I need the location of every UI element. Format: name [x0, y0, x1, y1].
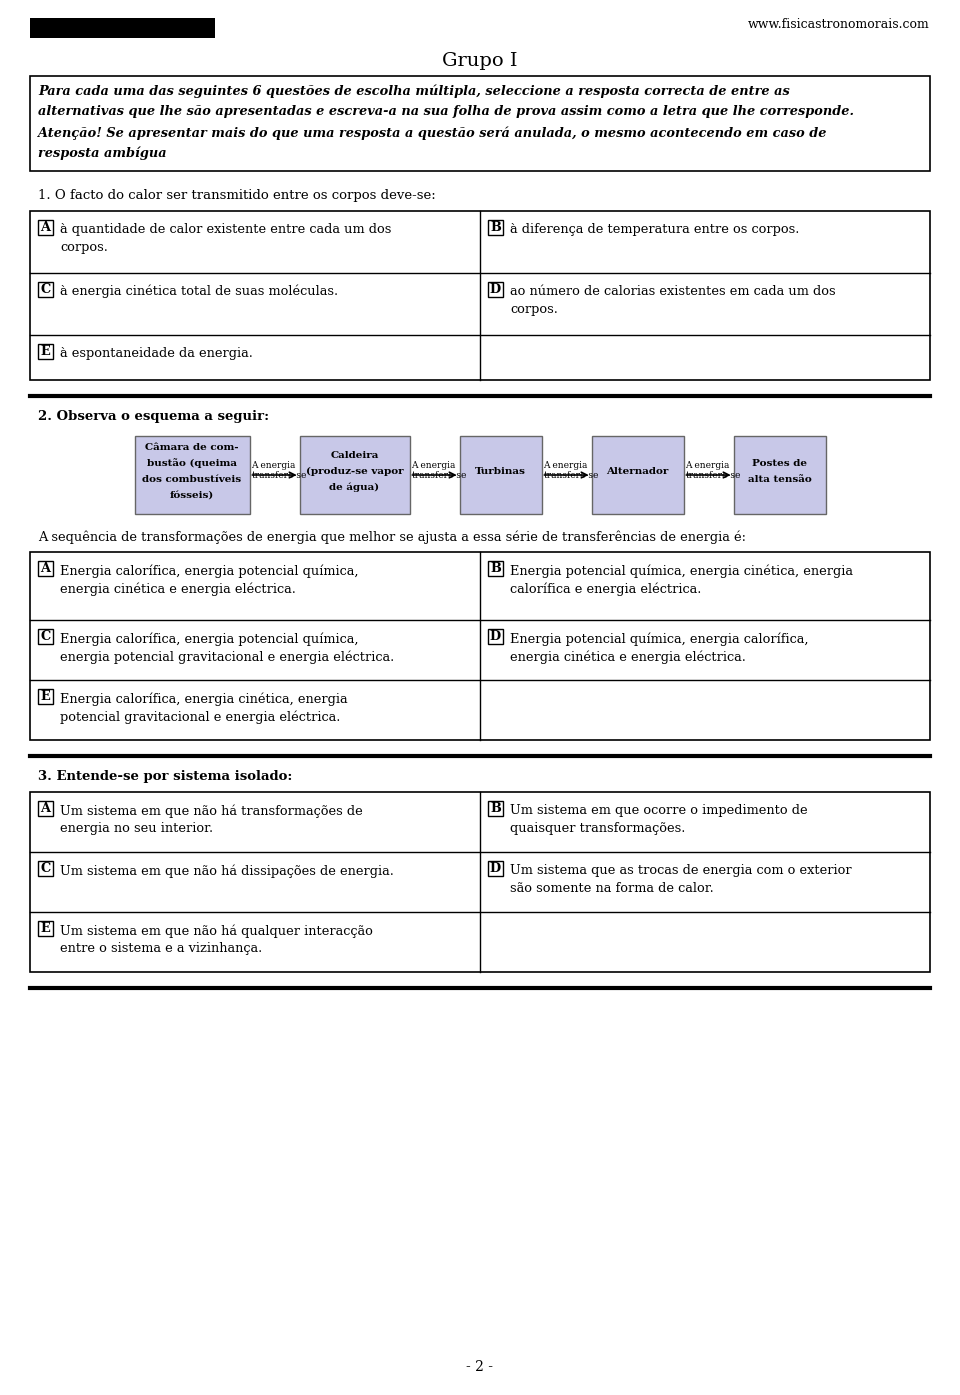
Text: Um sistema em que não há qualquer interacção: Um sistema em que não há qualquer intera… — [60, 923, 372, 937]
Text: E: E — [40, 691, 50, 703]
Text: Atenção! Se apresentar mais do que uma resposta a questão será anulada, o mesmo : Atenção! Se apresentar mais do que uma r… — [38, 126, 827, 140]
Text: D: D — [490, 283, 501, 296]
Text: www.fisicastronomorais.com: www.fisicastronomorais.com — [748, 18, 930, 31]
Text: B: B — [490, 562, 501, 575]
Text: alternativas que lhe são apresentadas e escreva-a na sua folha de prova assim co: alternativas que lhe são apresentadas e … — [38, 105, 854, 119]
Text: 1. O facto do calor ser transmitido entre os corpos deve-se:: 1. O facto do calor ser transmitido entr… — [38, 188, 436, 202]
Text: C: C — [40, 862, 51, 875]
Bar — [488, 561, 503, 576]
Text: 3. Entende-se por sistema isolado:: 3. Entende-se por sistema isolado: — [38, 770, 293, 783]
Text: Um sistema em que não há dissipações de energia.: Um sistema em que não há dissipações de … — [60, 864, 394, 877]
Text: Turbinas: Turbinas — [475, 466, 526, 476]
Text: resposta ambígua: resposta ambígua — [38, 146, 167, 160]
Bar — [38, 921, 53, 936]
Bar — [38, 629, 53, 644]
Text: transfere-se: transfere-se — [685, 472, 741, 480]
Text: Energia potencial química, energia cinética, energia: Energia potencial química, energia cinét… — [510, 564, 853, 578]
Text: Para cada uma das seguintes 6 questões de escolha múltipla, seleccione a respost: Para cada uma das seguintes 6 questões d… — [38, 84, 790, 98]
Text: Alternador: Alternador — [607, 466, 669, 476]
Text: transfere-se: transfere-se — [543, 472, 599, 480]
Bar — [38, 689, 53, 704]
Bar — [488, 220, 503, 234]
Text: Energia calorífica, energia potencial química,: Energia calorífica, energia potencial qu… — [60, 564, 358, 578]
Text: (produz-se vapor: (produz-se vapor — [305, 466, 403, 476]
Bar — [300, 437, 410, 513]
Bar — [134, 437, 250, 513]
Text: calorífica e energia eléctrica.: calorífica e energia eléctrica. — [510, 582, 702, 596]
Bar — [591, 437, 684, 513]
Text: - 2 -: - 2 - — [467, 1360, 493, 1374]
Text: quaisquer transformações.: quaisquer transformações. — [510, 822, 685, 836]
Text: E: E — [40, 922, 50, 935]
Bar — [488, 801, 503, 816]
Bar — [30, 18, 215, 38]
Text: Um sistema que as trocas de energia com o exterior: Um sistema que as trocas de energia com … — [510, 864, 852, 877]
Bar — [488, 629, 503, 644]
Text: potencial gravitacional e energia eléctrica.: potencial gravitacional e energia eléctr… — [60, 710, 341, 724]
Text: fósseis): fósseis) — [170, 491, 214, 499]
Text: C: C — [40, 283, 51, 296]
Text: Grupo I: Grupo I — [443, 52, 517, 70]
Text: Energia calorífica, energia potencial química,: Energia calorífica, energia potencial qu… — [60, 632, 358, 646]
Text: B: B — [490, 802, 501, 815]
Text: C: C — [40, 631, 51, 643]
Bar — [733, 437, 826, 513]
Text: A: A — [40, 220, 51, 234]
Text: D: D — [490, 862, 501, 875]
Text: transfere-se: transfere-se — [252, 472, 307, 480]
Text: ao número de calorias existentes em cada um dos: ao número de calorias existentes em cada… — [510, 285, 835, 299]
Bar — [38, 561, 53, 576]
Text: D: D — [490, 631, 501, 643]
Text: Caldeira: Caldeira — [330, 451, 378, 459]
Text: A: A — [40, 802, 51, 815]
Text: A sequência de transformações de energia que melhor se ajusta a essa série de tr: A sequência de transformações de energia… — [38, 530, 746, 544]
Text: A energia: A energia — [685, 460, 730, 470]
Text: energia no seu interior.: energia no seu interior. — [60, 822, 213, 836]
Bar — [30, 792, 930, 972]
Text: A energia: A energia — [252, 460, 296, 470]
Text: A energia: A energia — [412, 460, 456, 470]
Bar — [38, 220, 53, 234]
Text: energia cinética e energia eléctrica.: energia cinética e energia eléctrica. — [60, 582, 296, 596]
Bar — [488, 861, 503, 876]
Bar — [30, 552, 930, 739]
Bar — [30, 211, 930, 379]
Text: à espontaneidade da energia.: à espontaneidade da energia. — [60, 347, 252, 360]
Text: à diferença de temperatura entre os corpos.: à diferença de temperatura entre os corp… — [510, 223, 800, 236]
Text: energia cinética e energia eléctrica.: energia cinética e energia eléctrica. — [510, 650, 746, 664]
Text: Um sistema em que não há transformações de: Um sistema em que não há transformações … — [60, 804, 363, 817]
Text: A energia: A energia — [543, 460, 588, 470]
Text: energia potencial gravitacional e energia eléctrica.: energia potencial gravitacional e energi… — [60, 650, 395, 664]
Bar — [460, 437, 541, 513]
Text: dos combustíveis: dos combustíveis — [142, 474, 242, 484]
Bar — [38, 861, 53, 876]
Text: bustão (queima: bustão (queima — [147, 458, 237, 467]
Text: Energia calorífica, energia cinética, energia: Energia calorífica, energia cinética, en… — [60, 692, 348, 706]
Text: de água): de água) — [329, 483, 379, 492]
Text: à energia cinética total de suas moléculas.: à energia cinética total de suas molécul… — [60, 285, 338, 299]
Text: transfere-se: transfere-se — [412, 472, 467, 480]
Text: corpos.: corpos. — [60, 241, 108, 254]
Text: corpos.: corpos. — [510, 303, 558, 317]
Text: B: B — [490, 220, 501, 234]
Bar — [38, 801, 53, 816]
Text: Postes de: Postes de — [752, 459, 807, 467]
Bar — [30, 75, 930, 172]
Text: alta tensão: alta tensão — [748, 474, 811, 484]
Bar — [38, 282, 53, 297]
Text: entre o sistema e a vizinhança.: entre o sistema e a vizinhança. — [60, 942, 262, 956]
Bar — [488, 282, 503, 297]
Text: são somente na forma de calor.: são somente na forma de calor. — [510, 882, 713, 896]
Text: Câmara de com-: Câmara de com- — [145, 442, 239, 452]
Text: Um sistema em que ocorre o impedimento de: Um sistema em que ocorre o impedimento d… — [510, 804, 807, 817]
Text: à quantidade de calor existente entre cada um dos: à quantidade de calor existente entre ca… — [60, 223, 392, 236]
Text: E: E — [40, 345, 50, 359]
Text: 2. Observa o esquema a seguir:: 2. Observa o esquema a seguir: — [38, 410, 269, 423]
Bar — [38, 345, 53, 359]
Text: Energia potencial química, energia calorífica,: Energia potencial química, energia calor… — [510, 632, 808, 646]
Text: A: A — [40, 562, 51, 575]
